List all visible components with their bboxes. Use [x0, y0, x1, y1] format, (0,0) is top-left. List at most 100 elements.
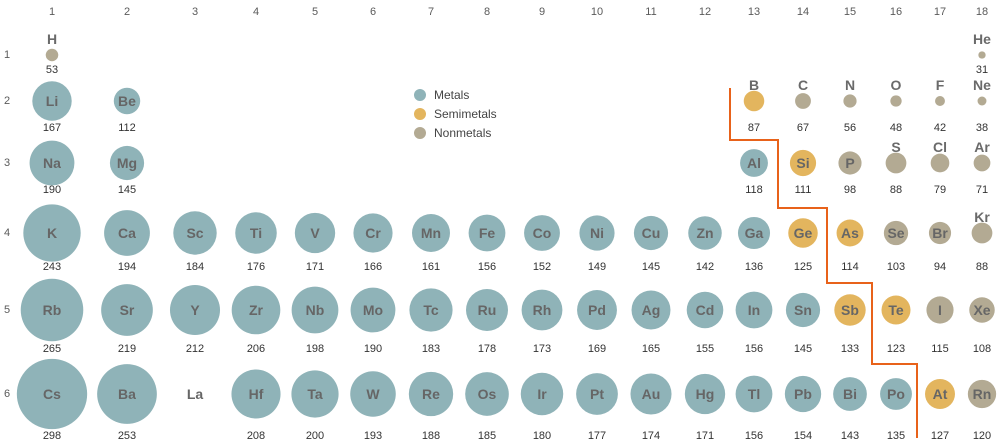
element-circle [231, 285, 281, 335]
element-radius-value: 149 [588, 261, 606, 273]
element-symbol: Ga [745, 225, 764, 241]
group-header: 3 [192, 6, 198, 18]
element-radius-value: 166 [364, 261, 382, 273]
element-circle [686, 291, 724, 329]
element-radius-value: 53 [46, 64, 58, 76]
element-symbol: Sb [841, 302, 859, 318]
element-circle [29, 140, 75, 186]
element-symbol: He [973, 31, 991, 47]
element-symbol: V [310, 225, 320, 241]
element-circle [409, 288, 453, 332]
element-symbol: Co [533, 225, 552, 241]
element-symbol: Fe [479, 225, 496, 241]
group-header: 9 [539, 6, 545, 18]
period-label: 3 [4, 157, 10, 169]
element-circle [97, 364, 157, 424]
element-radius-value: 142 [696, 261, 714, 273]
element-circle [16, 358, 88, 430]
element-symbol: Hf [249, 386, 264, 402]
element-radius-value: 174 [642, 430, 660, 442]
group-header: 14 [797, 6, 809, 18]
element-symbol: Zr [249, 302, 264, 318]
element-symbol: Hg [696, 386, 715, 402]
element-circle [795, 93, 811, 109]
element-circle [350, 371, 396, 417]
element-symbol: Ar [974, 139, 990, 155]
element-radius-value: 42 [934, 122, 946, 134]
element-circle [737, 216, 771, 250]
element-circle [524, 215, 560, 251]
element-circle [353, 213, 393, 253]
element-symbol: Cl [933, 139, 947, 155]
element-symbol: Bi [843, 386, 857, 402]
element-radius-value: 176 [247, 261, 265, 273]
element-circle [630, 373, 672, 415]
element-symbol: Rn [973, 386, 992, 402]
element-symbol: W [366, 386, 380, 402]
element-radius-value: 190 [43, 184, 61, 196]
element-circle [926, 296, 954, 324]
legend-label-metal: Metals [434, 88, 469, 102]
element-radius-value: 120 [973, 430, 991, 442]
element-symbol: Ni [590, 225, 604, 241]
element-symbol: Ca [118, 225, 136, 241]
group-header: 12 [699, 6, 711, 18]
element-radius-value: 118 [745, 184, 763, 196]
legend-swatch-nonmetal [414, 127, 426, 139]
period-label: 5 [4, 304, 10, 316]
group-header: 16 [890, 6, 902, 18]
group-header: 17 [934, 6, 946, 18]
element-radius-value: 67 [797, 122, 809, 134]
element-symbol: Mn [421, 225, 441, 241]
element-radius-value: 212 [186, 343, 204, 355]
element-radius-value: 133 [841, 343, 859, 355]
group-header: 5 [312, 6, 318, 18]
element-circle [973, 154, 991, 172]
element-symbol: Cd [696, 302, 715, 318]
element-circle [577, 290, 617, 330]
period-label: 4 [4, 227, 10, 239]
element-symbol: Te [888, 302, 904, 318]
element-circle [291, 370, 339, 418]
group-header: 15 [844, 6, 856, 18]
element-radius-value: 88 [976, 261, 988, 273]
element-radius-value: 31 [976, 64, 988, 76]
element-circle [789, 149, 817, 177]
element-radius-value: 103 [887, 261, 905, 273]
element-circle [735, 291, 773, 329]
legend-swatch-metal [414, 89, 426, 101]
element-symbol: Ta [307, 386, 323, 402]
element-circle [836, 219, 864, 247]
element-radius-value: 180 [533, 430, 551, 442]
element-symbol: Mo [363, 302, 383, 318]
element-circle [881, 295, 911, 325]
element-circle [520, 372, 564, 416]
element-symbol: Y [190, 302, 200, 318]
element-symbol: Xe [973, 302, 990, 318]
element-circle [925, 379, 955, 409]
element-symbol: Cs [43, 386, 61, 402]
element-symbol: As [841, 225, 859, 241]
element-symbol: Al [747, 155, 761, 171]
group-header: 18 [976, 6, 988, 18]
element-radius-value: 173 [533, 343, 551, 355]
element-circle [408, 371, 454, 417]
element-radius-value: 123 [887, 343, 905, 355]
element-circle [104, 210, 150, 256]
element-radius-value: 108 [973, 343, 991, 355]
element-radius-value: 145 [642, 261, 660, 273]
metal-divider-line [729, 88, 918, 438]
element-circle [883, 220, 909, 246]
element-circle [465, 372, 509, 416]
element-circle [235, 212, 277, 254]
element-symbol: Pd [588, 302, 606, 318]
period-label: 1 [4, 49, 10, 61]
element-circle [740, 149, 768, 177]
element-symbol: Cr [365, 225, 381, 241]
element-radius-value: 194 [118, 261, 136, 273]
element-radius-value: 167 [43, 122, 61, 134]
element-radius-value: 38 [976, 122, 988, 134]
element-radius-value: 94 [934, 261, 946, 273]
legend-label-nonmetal: Nonmetals [434, 126, 491, 140]
